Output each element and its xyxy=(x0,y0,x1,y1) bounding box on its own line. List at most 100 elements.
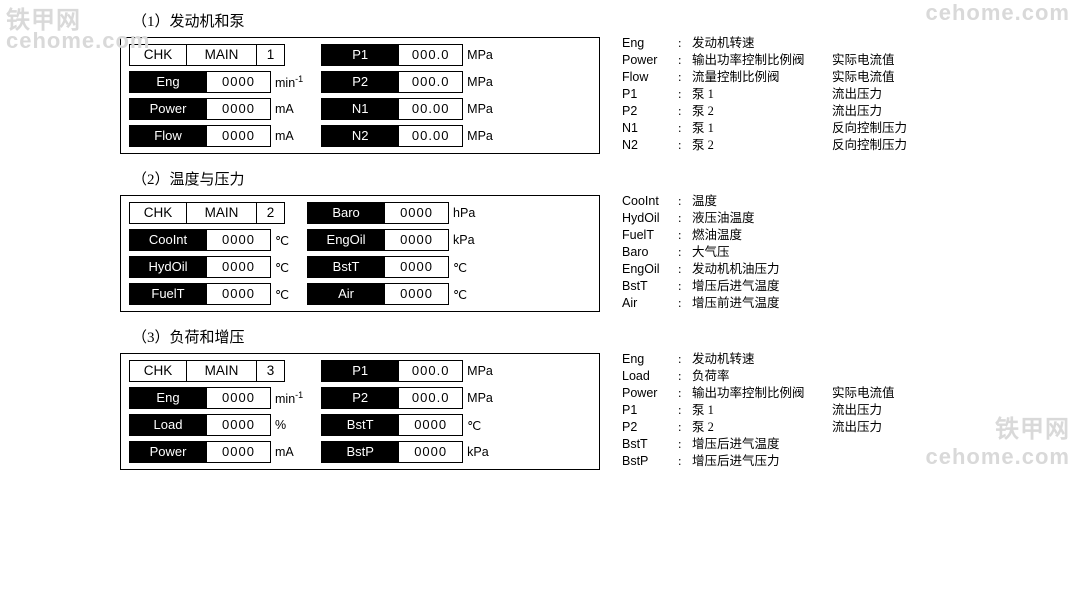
legend-key: P2 xyxy=(622,105,678,118)
legend-key: P1 xyxy=(622,88,678,101)
legend-1: Eng:发动机转速Power:输出功率控制比例阀实际电流值Flow:流量控制比例… xyxy=(622,37,907,156)
legend-key: BstT xyxy=(622,438,678,451)
legend-value: 发动机机油压力 xyxy=(692,263,832,276)
field-unit: MPa xyxy=(467,102,493,116)
legend-colon: : xyxy=(678,195,692,208)
field-unit: hPa xyxy=(453,206,475,220)
legend-key: BstP xyxy=(622,455,678,468)
legend-colon: : xyxy=(678,88,692,101)
field-value: 0000 xyxy=(207,441,271,463)
field-unit: mA xyxy=(275,445,294,459)
panel-1: CHKMAIN1Eng0000min-1Power0000mAFlow0000m… xyxy=(120,37,600,154)
hdr-chk: CHK xyxy=(129,44,187,66)
legend-value: 燃油温度 xyxy=(692,229,832,242)
field-label: Air xyxy=(307,283,385,305)
field-label: P1 xyxy=(321,44,399,66)
legend-extra: 流出压力 xyxy=(832,404,882,417)
field-unit: mA xyxy=(275,102,294,116)
field-value: 0000 xyxy=(385,229,449,251)
legend-key: Power xyxy=(622,54,678,67)
legend-colon: : xyxy=(678,297,692,310)
legend-key: Eng xyxy=(622,353,678,366)
field-label: Flow xyxy=(129,125,207,147)
field-value: 0000 xyxy=(385,202,449,224)
field-value: 0000 xyxy=(207,283,271,305)
legend-value: 输出功率控制比例阀 xyxy=(692,387,832,400)
field-unit: ℃ xyxy=(467,418,481,433)
legend-key: BstT xyxy=(622,280,678,293)
legend-colon: : xyxy=(678,37,692,50)
legend-value: 流量控制比例阀 xyxy=(692,71,832,84)
field-label: N2 xyxy=(321,125,399,147)
legend-colon: : xyxy=(678,229,692,242)
field-label: BstP xyxy=(321,441,399,463)
field-label: Power xyxy=(129,98,207,120)
field-unit: mA xyxy=(275,129,294,143)
field-label: N1 xyxy=(321,98,399,120)
legend-extra: 流出压力 xyxy=(832,88,882,101)
legend-value: 泵 2 xyxy=(692,105,832,118)
field-label: P2 xyxy=(321,71,399,93)
legend-colon: : xyxy=(678,263,692,276)
hdr-num: 2 xyxy=(257,202,285,224)
field-label: Baro xyxy=(307,202,385,224)
field-unit: kPa xyxy=(467,445,489,459)
legend-value: 增压后进气温度 xyxy=(692,438,832,451)
legend-value: 输出功率控制比例阀 xyxy=(692,54,832,67)
legend-key: Air xyxy=(622,297,678,310)
field-unit: ℃ xyxy=(275,260,289,275)
field-value: 0000 xyxy=(207,98,271,120)
field-label: Eng xyxy=(129,387,207,409)
legend-key: CooInt xyxy=(622,195,678,208)
legend-key: Power xyxy=(622,387,678,400)
legend-value: 温度 xyxy=(692,195,832,208)
field-label: Eng xyxy=(129,71,207,93)
field-label: EngOil xyxy=(307,229,385,251)
field-label: FuelT xyxy=(129,283,207,305)
panel-2: CHKMAIN2CooInt0000℃HydOil0000℃FuelT0000℃… xyxy=(120,195,600,312)
legend-extra: 反向控制压力 xyxy=(832,122,907,135)
legend-value: 大气压 xyxy=(692,246,832,259)
legend-colon: : xyxy=(678,404,692,417)
legend-value: 发动机转速 xyxy=(692,353,832,366)
legend-colon: : xyxy=(678,54,692,67)
section-title-3: （3）负荷和增压 xyxy=(132,326,1060,347)
field-label: P1 xyxy=(321,360,399,382)
legend-value: 发动机转速 xyxy=(692,37,832,50)
legend-extra: 流出压力 xyxy=(832,421,882,434)
field-unit: kPa xyxy=(453,233,475,247)
field-unit: MPa xyxy=(467,364,493,378)
legend-value: 增压后进气压力 xyxy=(692,455,832,468)
hdr-chk: CHK xyxy=(129,360,187,382)
field-value: 00.00 xyxy=(399,98,463,120)
hdr-main: MAIN xyxy=(187,44,257,66)
field-unit: MPa xyxy=(467,75,493,89)
legend-value: 泵 2 xyxy=(692,421,832,434)
legend-key: Baro xyxy=(622,246,678,259)
field-value: 0000 xyxy=(399,441,463,463)
legend-3: Eng:发动机转速Load:负荷率Power:输出功率控制比例阀实际电流值P1:… xyxy=(622,353,895,472)
hdr-main: MAIN xyxy=(187,202,257,224)
field-label: CooInt xyxy=(129,229,207,251)
field-unit: min-1 xyxy=(275,390,303,406)
legend-value: 液压油温度 xyxy=(692,212,832,225)
field-value: 0000 xyxy=(207,229,271,251)
hdr-chk: CHK xyxy=(129,202,187,224)
legend-colon: : xyxy=(678,246,692,259)
legend-colon: : xyxy=(678,122,692,135)
legend-colon: : xyxy=(678,105,692,118)
field-unit: ℃ xyxy=(275,233,289,248)
hdr-main: MAIN xyxy=(187,360,257,382)
field-value: 000.0 xyxy=(399,44,463,66)
section-title-2: （2）温度与压力 xyxy=(132,168,1060,189)
field-unit: % xyxy=(275,418,286,432)
legend-key: P1 xyxy=(622,404,678,417)
field-label: P2 xyxy=(321,387,399,409)
legend-key: Eng xyxy=(622,37,678,50)
field-value: 0000 xyxy=(385,256,449,278)
legend-key: FuelT xyxy=(622,229,678,242)
field-unit: min-1 xyxy=(275,74,303,90)
field-value: 0000 xyxy=(399,414,463,436)
field-value: 00.00 xyxy=(399,125,463,147)
legend-2: CooInt:温度HydOil:液压油温度FuelT:燃油温度Baro:大气压E… xyxy=(622,195,832,314)
